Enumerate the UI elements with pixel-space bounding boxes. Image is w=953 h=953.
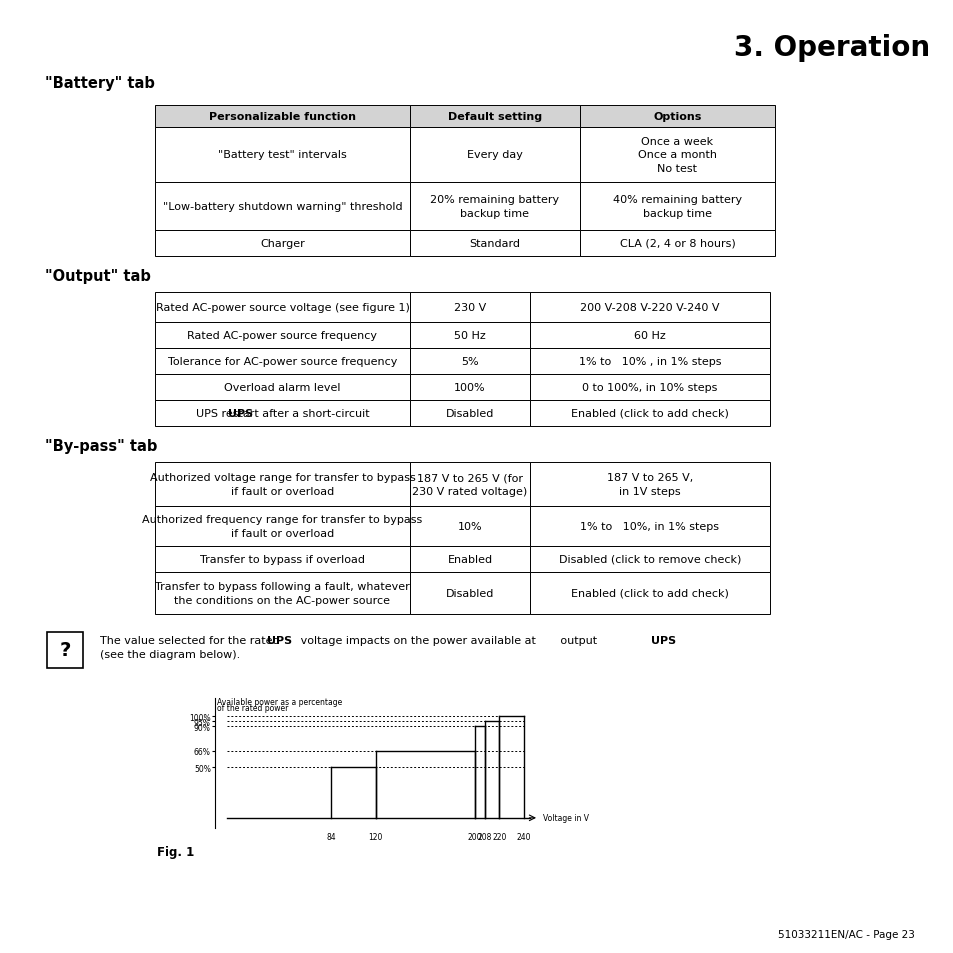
Bar [530,293,769,323]
Bar [154,183,410,231]
Bar [530,349,769,375]
Text: Disabled: Disabled [445,588,494,598]
Text: Authorized voltage range for transfer to bypass
if fault or overload: Authorized voltage range for transfer to… [150,473,415,497]
Bar [410,231,579,256]
Bar [410,106,579,128]
Bar [154,506,410,546]
Text: UPS restart after a short-circuit: UPS restart after a short-circuit [195,409,369,418]
Text: Enabled (click to add check): Enabled (click to add check) [571,588,728,598]
Bar [410,462,530,506]
Text: 1% to   10%, in 1% steps: 1% to 10%, in 1% steps [579,521,719,532]
Bar [154,231,410,256]
Text: The value selected for the rated      voltage impacts on the power available at : The value selected for the rated voltage… [100,636,597,645]
Text: "By-pass" tab: "By-pass" tab [45,438,157,454]
Text: 5%: 5% [460,356,478,367]
Text: Voltage in V: Voltage in V [542,814,588,822]
Text: Enabled: Enabled [447,555,492,564]
Text: 3. Operation: 3. Operation [733,34,929,62]
Text: Enabled (click to add check): Enabled (click to add check) [571,409,728,418]
Bar [410,128,579,183]
Text: Charger: Charger [260,239,305,249]
Bar [410,546,530,573]
Text: 200 V-208 V-220 V-240 V: 200 V-208 V-220 V-240 V [579,303,719,313]
Text: Transfer to bypass if overload: Transfer to bypass if overload [200,555,365,564]
Text: 1% to   10% , in 1% steps: 1% to 10% , in 1% steps [578,356,720,367]
Text: Rated AC-power source voltage (see figure 1): Rated AC-power source voltage (see figur… [155,303,409,313]
Text: Fig. 1: Fig. 1 [157,845,194,858]
Text: CLA (2, 4 or 8 hours): CLA (2, 4 or 8 hours) [619,239,735,249]
Text: "Battery" tab: "Battery" tab [45,76,154,91]
Text: Once a week
Once a month
No test: Once a week Once a month No test [638,137,717,173]
Text: Personalizable function: Personalizable function [209,112,355,122]
Text: 100%: 100% [454,382,485,393]
Bar [154,128,410,183]
Text: (see the diagram below).: (see the diagram below). [100,649,240,659]
Bar [579,183,774,231]
Bar [530,462,769,506]
Text: Disabled (click to remove check): Disabled (click to remove check) [558,555,740,564]
Text: "Output" tab: "Output" tab [45,269,151,284]
Text: 230 V: 230 V [454,303,486,313]
Text: Available power as a percentage: Available power as a percentage [217,698,342,706]
Text: "Battery test" intervals: "Battery test" intervals [218,151,347,160]
Bar [154,400,410,427]
Bar [410,375,530,400]
Bar [410,183,579,231]
Text: Disabled: Disabled [445,409,494,418]
Text: 40% remaining battery
backup time: 40% remaining battery backup time [612,195,741,218]
Bar [154,106,410,128]
Text: 187 V to 265 V,
in 1V steps: 187 V to 265 V, in 1V steps [606,473,693,497]
Text: 20% remaining battery
backup time: 20% remaining battery backup time [430,195,559,218]
Bar [410,506,530,546]
Bar [530,546,769,573]
Text: 187 V to 265 V (for
230 V rated voltage): 187 V to 265 V (for 230 V rated voltage) [412,473,527,497]
Bar [154,293,410,323]
Bar [579,231,774,256]
Bar [154,546,410,573]
Text: Transfer to bypass following a fault, whatever
the conditions on the AC-power so: Transfer to bypass following a fault, wh… [155,581,410,605]
Text: Options: Options [653,112,701,122]
Bar [410,293,530,323]
Bar [410,349,530,375]
Bar [154,462,410,506]
Text: UPS: UPS [650,636,676,645]
Bar [530,323,769,349]
Bar [410,323,530,349]
Bar [579,128,774,183]
Text: 60 Hz: 60 Hz [634,331,665,340]
Text: 51033211EN/AC - Page 23: 51033211EN/AC - Page 23 [778,929,914,939]
Bar [410,400,530,427]
Bar [154,375,410,400]
Text: Rated AC-power source frequency: Rated AC-power source frequency [188,331,377,340]
Text: Authorized frequency range for transfer to bypass
if fault or overload: Authorized frequency range for transfer … [142,515,422,538]
Text: Standard: Standard [469,239,520,249]
Text: 50 Hz: 50 Hz [454,331,485,340]
Text: Tolerance for AC-power source frequency: Tolerance for AC-power source frequency [168,356,396,367]
Text: of the rated power: of the rated power [217,703,289,713]
Text: Default setting: Default setting [448,112,541,122]
Bar [530,375,769,400]
Bar [154,323,410,349]
Text: ?: ? [59,640,71,659]
Text: UPS: UPS [229,409,253,418]
Text: Overload alarm level: Overload alarm level [224,382,340,393]
Bar [410,573,530,615]
Bar [579,106,774,128]
Bar [530,506,769,546]
Text: UPS: UPS [267,636,292,645]
Bar [154,349,410,375]
Bar [154,573,410,615]
Text: UPS: UPS [229,409,253,418]
Text: 0 to 100%, in 10% steps: 0 to 100%, in 10% steps [581,382,717,393]
Text: Every day: Every day [467,151,522,160]
Bar [530,400,769,427]
Text: 10%: 10% [457,521,482,532]
Bar [47,633,83,668]
Text: "Low-battery shutdown warning" threshold: "Low-battery shutdown warning" threshold [163,202,402,212]
Bar [530,573,769,615]
